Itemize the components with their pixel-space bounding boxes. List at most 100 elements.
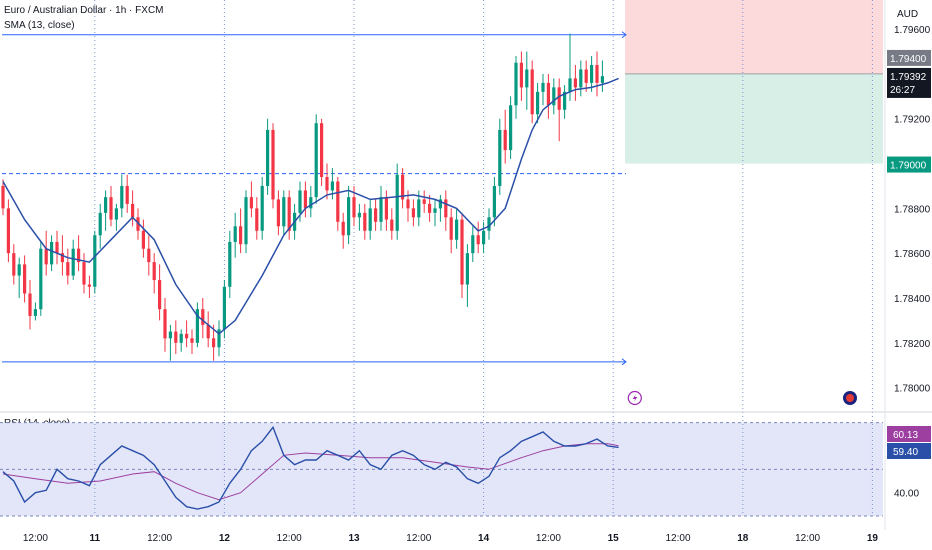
candle-body[interactable]	[44, 248, 48, 265]
candle-body[interactable]	[541, 82, 545, 92]
candle-body[interactable]	[82, 262, 86, 285]
candle-body[interactable]	[23, 264, 27, 294]
candle-body[interactable]	[320, 123, 324, 177]
candle-body[interactable]	[28, 293, 32, 316]
candle-body[interactable]	[136, 217, 140, 231]
candle-body[interactable]	[482, 230, 486, 245]
candle-body[interactable]	[519, 62, 523, 88]
candle-body[interactable]	[552, 87, 556, 106]
candle-body[interactable]	[298, 190, 302, 213]
candle-body[interactable]	[530, 69, 534, 115]
candle-body[interactable]	[438, 199, 442, 209]
candle-body[interactable]	[206, 324, 210, 339]
rsi-ma-line[interactable]	[2, 443, 619, 501]
candle-body[interactable]	[357, 212, 361, 218]
candle-body[interactable]	[352, 197, 356, 218]
candle-body[interactable]	[87, 284, 91, 287]
candle-body[interactable]	[17, 264, 21, 276]
sma-line[interactable]	[2, 77, 619, 335]
candle-body[interactable]	[579, 69, 583, 88]
candle-body[interactable]	[492, 185, 496, 218]
candle-body[interactable]	[557, 87, 561, 110]
candle-body[interactable]	[39, 248, 43, 310]
candle-body[interactable]	[71, 248, 75, 276]
candle-body[interactable]	[260, 185, 264, 231]
candle-body[interactable]	[503, 129, 507, 151]
stop-loss-zone[interactable]	[625, 0, 883, 74]
candle-body[interactable]	[347, 197, 351, 236]
candle-body[interactable]	[444, 199, 448, 218]
candle-body[interactable]	[422, 199, 426, 204]
candle-body[interactable]	[314, 123, 318, 198]
candle-body[interactable]	[33, 309, 37, 316]
candle-body[interactable]	[147, 248, 151, 263]
candle-body[interactable]	[309, 197, 313, 209]
candle-body[interactable]	[125, 185, 129, 204]
candle-body[interactable]	[114, 208, 118, 220]
rsi-line[interactable]	[2, 425, 619, 510]
candle-body[interactable]	[568, 78, 572, 92]
candle-body[interactable]	[6, 208, 10, 254]
candle-body[interactable]	[287, 197, 291, 231]
candle-body[interactable]	[266, 129, 270, 186]
candle-body[interactable]	[509, 105, 513, 151]
candle-body[interactable]	[390, 219, 394, 231]
candle-body[interactable]	[77, 248, 81, 263]
candle-body[interactable]	[228, 241, 232, 287]
candle-body[interactable]	[563, 91, 567, 110]
candle-body[interactable]	[600, 76, 604, 83]
candle-body[interactable]	[465, 253, 469, 285]
candle-body[interactable]	[12, 253, 16, 276]
candle-body[interactable]	[222, 286, 226, 330]
candle-body[interactable]	[276, 199, 280, 227]
candle-body[interactable]	[379, 197, 383, 222]
candle-body[interactable]	[449, 217, 453, 240]
candle-body[interactable]	[217, 329, 221, 348]
candle-body[interactable]	[411, 208, 415, 218]
candle-body[interactable]	[93, 235, 97, 287]
candle-body[interactable]	[98, 212, 102, 236]
candle-body[interactable]	[50, 241, 54, 265]
candle-body[interactable]	[573, 78, 577, 88]
candle-body[interactable]	[546, 82, 550, 106]
candle-body[interactable]	[595, 64, 599, 83]
candle-body[interactable]	[498, 129, 502, 186]
candle-body[interactable]	[190, 338, 194, 343]
candle-body[interactable]	[455, 219, 459, 240]
candle-body[interactable]	[141, 230, 145, 249]
candle-body[interactable]	[120, 185, 124, 209]
candle-body[interactable]	[395, 174, 399, 231]
candle-body[interactable]	[131, 203, 135, 218]
take-profit-zone[interactable]	[625, 73, 883, 164]
candle-body[interactable]	[185, 333, 189, 339]
candle-body[interactable]	[303, 190, 307, 209]
candle-body[interactable]	[336, 181, 340, 222]
candle-body[interactable]	[460, 219, 464, 285]
candle-body[interactable]	[325, 176, 329, 191]
candle-body[interactable]	[195, 309, 199, 343]
candle-body[interactable]	[406, 199, 410, 209]
candle-body[interactable]	[1, 185, 5, 209]
candle-body[interactable]	[174, 331, 178, 343]
candle-body[interactable]	[109, 197, 113, 220]
candle-body[interactable]	[66, 262, 70, 276]
candle-body[interactable]	[514, 62, 518, 106]
candle-body[interactable]	[428, 203, 432, 213]
candle-body[interactable]	[179, 333, 183, 343]
candle-body[interactable]	[384, 197, 388, 220]
candle-body[interactable]	[104, 197, 108, 213]
candle-body[interactable]	[374, 208, 378, 222]
candle-body[interactable]	[233, 226, 237, 242]
candle-body[interactable]	[201, 309, 205, 325]
candle-body[interactable]	[158, 280, 162, 310]
candle-body[interactable]	[476, 235, 480, 245]
candle-body[interactable]	[212, 338, 216, 348]
candle-body[interactable]	[330, 181, 334, 191]
candle-body[interactable]	[487, 217, 491, 231]
candle-body[interactable]	[368, 208, 372, 231]
candle-body[interactable]	[525, 69, 529, 88]
candle-body[interactable]	[55, 241, 59, 254]
candle-body[interactable]	[239, 226, 243, 245]
candle-body[interactable]	[255, 208, 259, 231]
